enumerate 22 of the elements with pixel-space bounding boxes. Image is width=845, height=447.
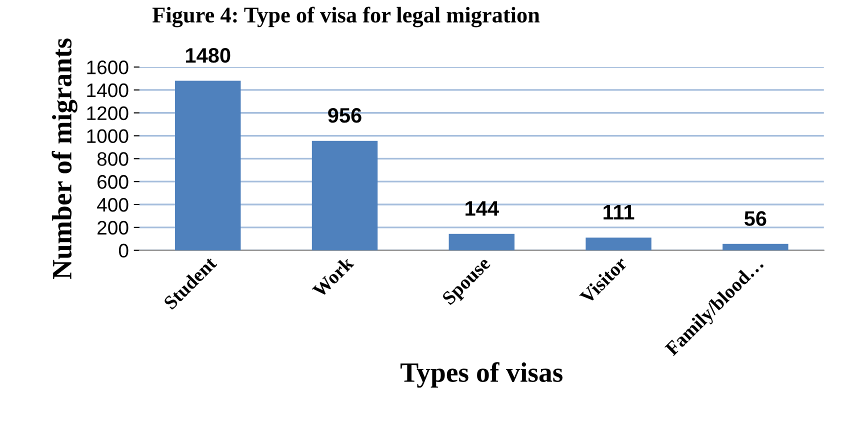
y-tick-label: 600 [98,175,128,189]
bar [312,140,378,250]
bar [175,80,241,250]
data-label: 956 [328,108,362,123]
y-tick-label: 400 [97,198,128,212]
y-axis-title: Number of migrants [52,38,78,280]
bar [722,244,788,250]
y-tick-label: 1200 [87,106,128,120]
x-axis-title: Types of visas [400,362,563,388]
bar [448,234,515,250]
data-label: 144 [466,201,499,216]
bar [586,238,652,250]
chart-title: Figure 4: Type of visa for legal migration [152,6,540,28]
data-label: 111 [604,205,634,220]
y-tick-label: 800 [97,152,128,166]
y-tick-label: 1400 [87,83,128,98]
data-label: 56 [744,211,766,226]
y-tick-label: 200 [98,220,128,235]
y-tick-label: 1600 [87,60,128,74]
y-tick-label: 0 [118,244,128,258]
data-label: 1480 [186,48,230,63]
y-tick-label: 1000 [87,129,128,144]
